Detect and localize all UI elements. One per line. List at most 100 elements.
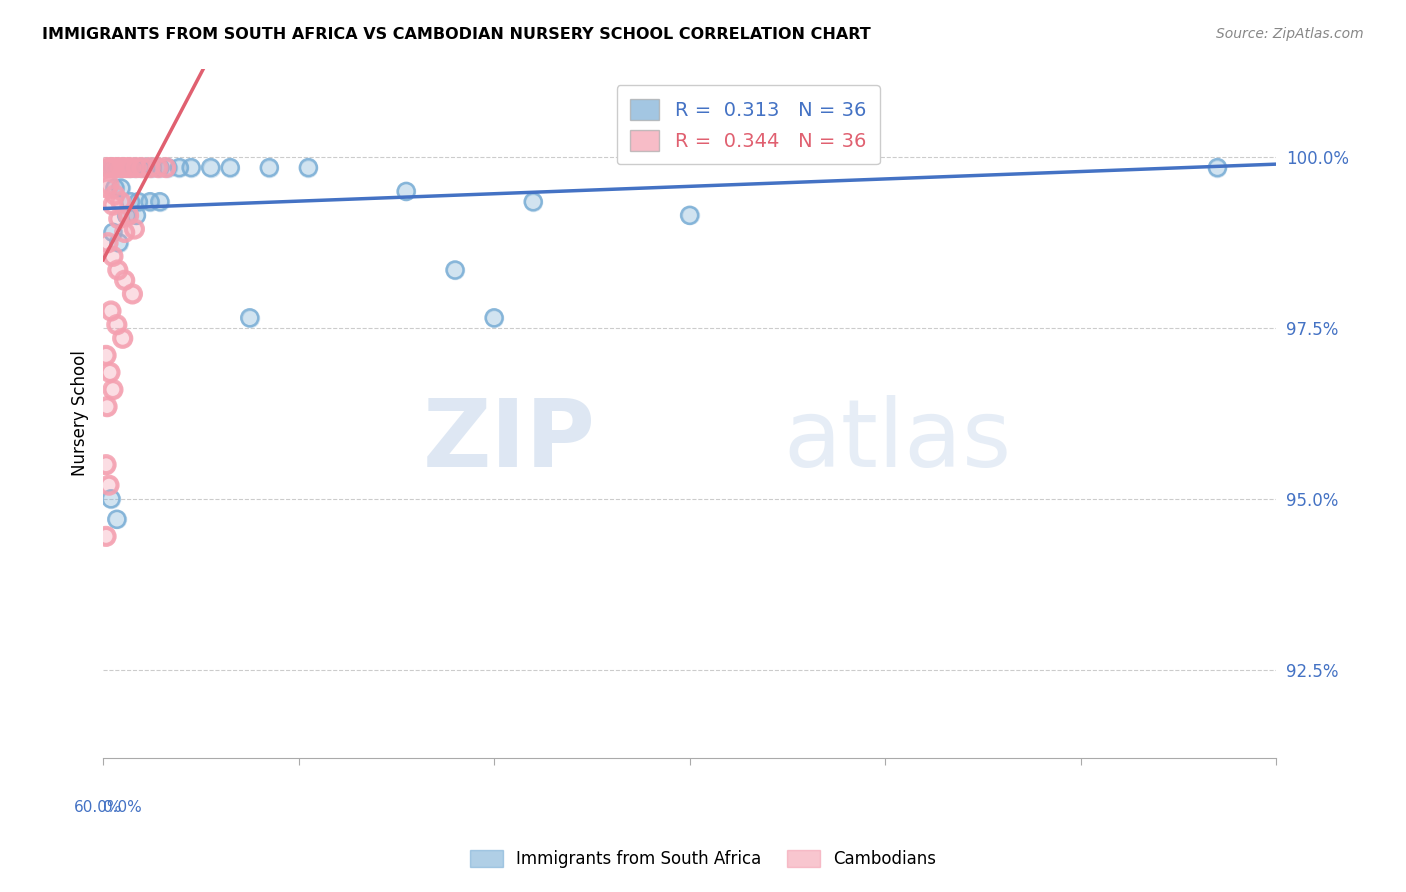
Point	[110, 194, 132, 209]
Point	[114, 273, 136, 287]
Point	[104, 181, 127, 195]
Point	[101, 249, 124, 263]
Point	[111, 161, 134, 175]
Point	[200, 161, 222, 175]
Text: atlas: atlas	[783, 395, 1012, 487]
Point	[444, 263, 467, 277]
Point	[105, 318, 128, 332]
Point	[117, 161, 139, 175]
Point	[105, 161, 128, 175]
Point	[117, 208, 139, 222]
Point	[96, 400, 118, 414]
Point	[94, 529, 117, 543]
Point	[117, 161, 139, 175]
Point	[98, 178, 121, 192]
Point	[107, 211, 129, 226]
Point	[98, 366, 121, 380]
Point	[129, 161, 152, 175]
Point	[297, 161, 319, 175]
Point	[120, 194, 142, 209]
Point	[96, 161, 118, 175]
Point	[482, 310, 505, 325]
Point	[94, 458, 117, 472]
Point	[101, 226, 124, 240]
Point	[107, 161, 129, 175]
Point	[94, 529, 117, 543]
Point	[678, 208, 700, 222]
Point	[139, 194, 162, 209]
Point	[239, 310, 262, 325]
Point	[98, 161, 121, 175]
Point	[107, 211, 129, 226]
Point	[127, 194, 149, 209]
Point	[146, 161, 169, 175]
Point	[107, 263, 129, 277]
Point	[100, 304, 122, 318]
Point	[94, 458, 117, 472]
Point	[94, 348, 117, 362]
Point	[124, 222, 146, 236]
Point	[149, 161, 172, 175]
Point	[121, 286, 143, 301]
Point	[139, 194, 162, 209]
Point	[101, 383, 124, 397]
Point	[219, 161, 242, 175]
Point	[139, 161, 162, 175]
Point	[110, 194, 132, 209]
Point	[105, 161, 128, 175]
Point	[114, 273, 136, 287]
Point	[101, 383, 124, 397]
Point	[156, 161, 179, 175]
Point	[101, 161, 124, 175]
Point	[1206, 161, 1229, 175]
Point	[395, 185, 418, 199]
Point	[141, 161, 163, 175]
Point	[219, 161, 242, 175]
Point	[100, 304, 122, 318]
Point	[115, 161, 138, 175]
Text: Source: ZipAtlas.com: Source: ZipAtlas.com	[1216, 27, 1364, 41]
Point	[100, 491, 122, 506]
Point	[156, 161, 179, 175]
Point	[131, 161, 153, 175]
Point	[239, 310, 262, 325]
Point	[104, 161, 127, 175]
Point	[101, 198, 124, 212]
Point	[169, 161, 191, 175]
Point	[114, 226, 136, 240]
Point	[125, 161, 148, 175]
Point	[180, 161, 202, 175]
Point	[129, 161, 152, 175]
Point	[111, 161, 134, 175]
Point	[96, 400, 118, 414]
Point	[115, 161, 138, 175]
Point	[125, 208, 148, 222]
Point	[124, 161, 146, 175]
Point	[98, 478, 121, 492]
Point	[111, 161, 134, 175]
Point	[104, 181, 127, 195]
Point	[124, 161, 146, 175]
Point	[124, 222, 146, 236]
Point	[98, 478, 121, 492]
Point	[101, 161, 124, 175]
Point	[111, 331, 134, 345]
Point	[110, 181, 132, 195]
Point	[125, 161, 148, 175]
Point	[100, 161, 122, 175]
Point	[120, 161, 142, 175]
Point	[98, 366, 121, 380]
Text: ZIP: ZIP	[423, 395, 596, 487]
Legend: Immigrants from South Africa, Cambodians: Immigrants from South Africa, Cambodians	[463, 843, 943, 875]
Text: 60.0%: 60.0%	[75, 800, 122, 814]
Point	[107, 263, 129, 277]
Point	[98, 178, 121, 192]
Point	[125, 208, 148, 222]
Point	[98, 161, 121, 175]
Point	[120, 161, 142, 175]
Point	[111, 331, 134, 345]
Point	[107, 161, 129, 175]
Point	[149, 194, 172, 209]
Point	[111, 161, 134, 175]
Point	[155, 161, 177, 175]
